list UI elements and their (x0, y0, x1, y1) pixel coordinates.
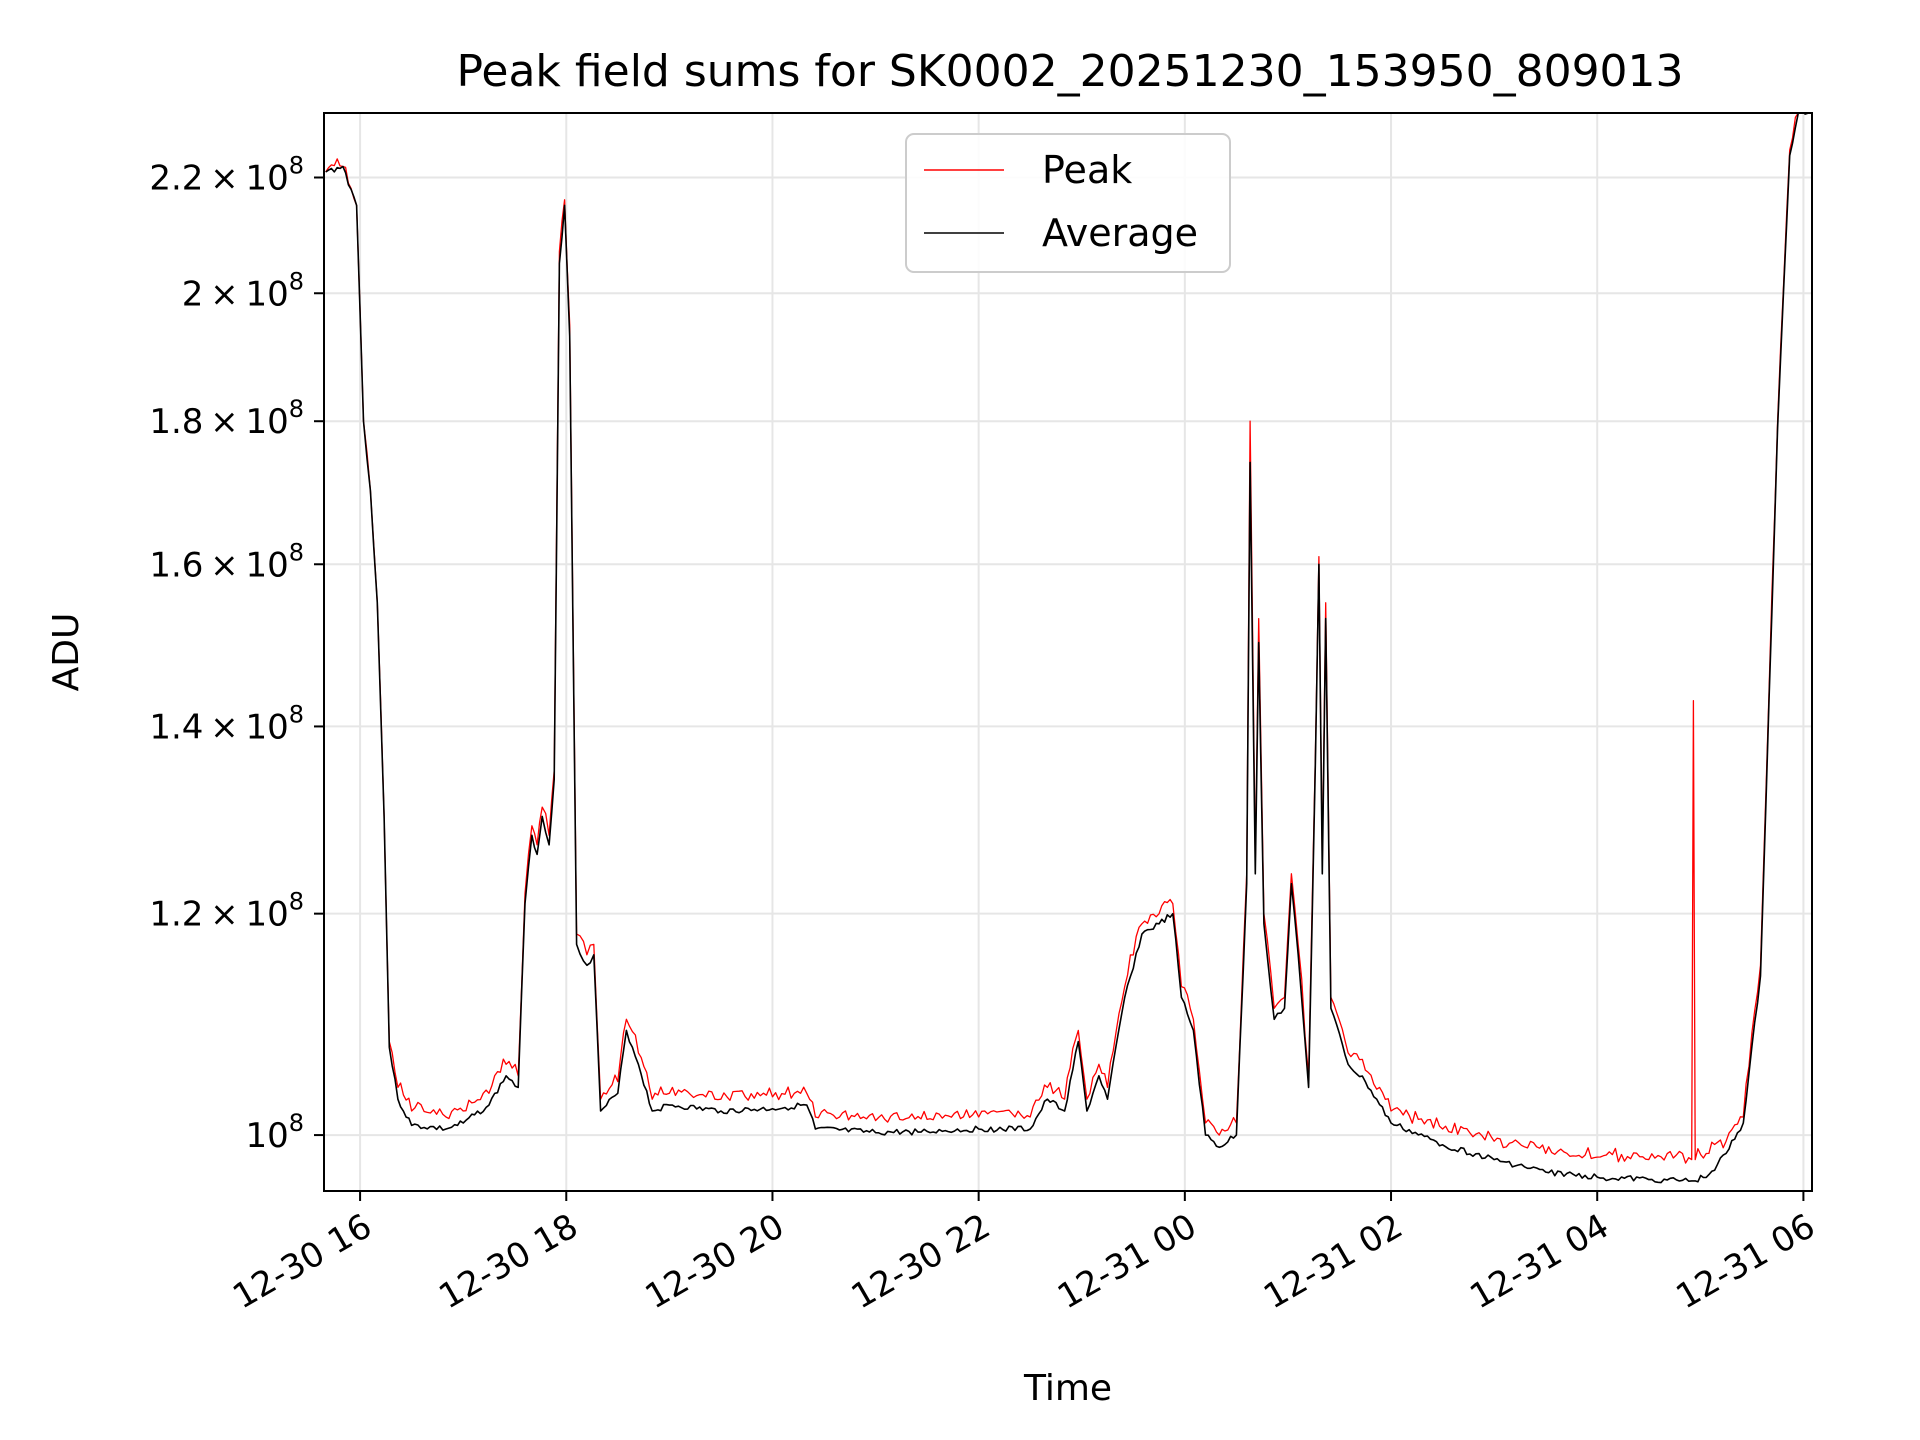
y-tick-label: 108 (245, 1109, 304, 1156)
legend-label-peak: Peak (1042, 148, 1132, 192)
y-axis-label: ADU (46, 613, 87, 692)
x-tick-label: 12-31 04 (1463, 1206, 1615, 1317)
x-tick-label: 12-30 20 (639, 1206, 791, 1317)
series-layer (325, 113, 1809, 1184)
x-axis-ticks: 12-30 16 12-30 18 12-30 20 12-30 22 12-31 00… (226, 1191, 1822, 1317)
x-tick-label: 12-30 22 (845, 1206, 997, 1317)
grid-lines (324, 113, 1812, 1191)
x-tick-label: 12-31 00 (1051, 1206, 1203, 1317)
x-tick-label: 12-31 02 (1257, 1206, 1409, 1317)
series-line-average (325, 113, 1809, 1184)
x-tick-label: 12-31 06 (1670, 1206, 1822, 1317)
y-axis-ticks: 108 1.2 × 108 1.4 × 108 1.6 × 108 1.8 × 108 2… (149, 152, 324, 1156)
plot-frame (323, 112, 1813, 1192)
chart-title: Peak field sums for SK0002_20251230_1539… (456, 46, 1683, 97)
y-tick-label: 2 × 108 (182, 267, 304, 314)
y-tick-label: 1.8 × 108 (149, 395, 304, 442)
x-axis-label: Time (1023, 1368, 1112, 1409)
y-tick-label: 1.6 × 108 (149, 538, 304, 585)
legend: Peak Average (905, 133, 1231, 273)
legend-label-average: Average (1042, 211, 1198, 255)
y-tick-label: 2.2 × 108 (149, 152, 304, 199)
x-tick-label: 12-30 18 (432, 1206, 584, 1317)
y-tick-label: 1.4 × 108 (149, 700, 304, 747)
x-tick-label: 12-30 16 (226, 1206, 378, 1317)
legend-box (905, 133, 1231, 273)
y-tick-label: 1.2 × 108 (149, 888, 304, 935)
